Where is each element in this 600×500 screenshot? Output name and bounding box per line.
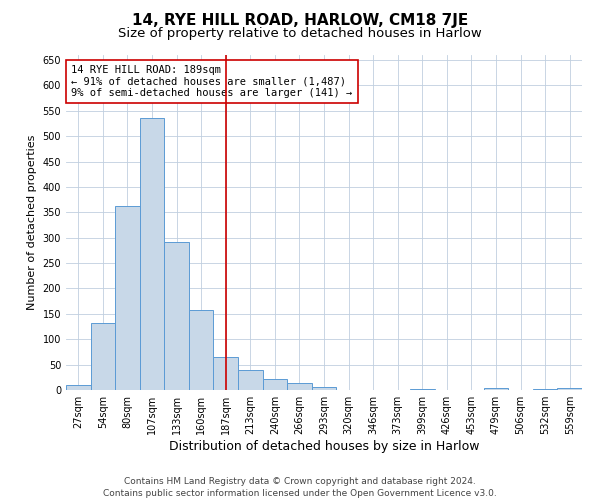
Bar bbox=[238, 370, 263, 390]
Bar bbox=[189, 310, 214, 390]
Bar bbox=[91, 323, 115, 390]
Bar bbox=[214, 357, 238, 390]
Bar bbox=[410, 389, 434, 390]
Bar bbox=[557, 388, 582, 390]
Text: Contains HM Land Registry data © Crown copyright and database right 2024.
Contai: Contains HM Land Registry data © Crown c… bbox=[103, 476, 497, 498]
Bar bbox=[312, 388, 336, 390]
Bar bbox=[263, 379, 287, 390]
Bar bbox=[115, 206, 140, 390]
Y-axis label: Number of detached properties: Number of detached properties bbox=[27, 135, 37, 310]
Bar bbox=[164, 242, 189, 390]
Bar bbox=[533, 389, 557, 390]
Bar bbox=[484, 388, 508, 390]
Bar bbox=[140, 118, 164, 390]
Bar bbox=[287, 383, 312, 390]
Text: Size of property relative to detached houses in Harlow: Size of property relative to detached ho… bbox=[118, 28, 482, 40]
Text: 14 RYE HILL ROAD: 189sqm
← 91% of detached houses are smaller (1,487)
9% of semi: 14 RYE HILL ROAD: 189sqm ← 91% of detach… bbox=[71, 65, 352, 98]
Text: 14, RYE HILL ROAD, HARLOW, CM18 7JE: 14, RYE HILL ROAD, HARLOW, CM18 7JE bbox=[132, 12, 468, 28]
X-axis label: Distribution of detached houses by size in Harlow: Distribution of detached houses by size … bbox=[169, 440, 479, 453]
Bar bbox=[66, 385, 91, 390]
